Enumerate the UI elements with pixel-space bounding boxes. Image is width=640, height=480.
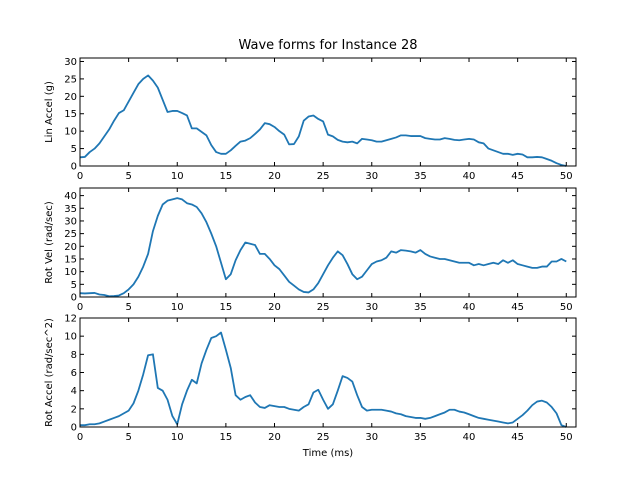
- rot-vel-ytick-label: 15: [64, 254, 77, 265]
- rot-vel-ytick-label: 20: [64, 242, 77, 253]
- lin-accel-xtick-label: 45: [511, 171, 524, 182]
- rot-accel-panel: 0 5 10 15 20 25 30 35 40 45 50 0 2 4 6 8 10 12 Rot Accel (…: [44, 314, 577, 459]
- rot-accel-xtick-label: 10: [171, 432, 184, 443]
- rot-accel-ytick-label: 6: [71, 368, 77, 379]
- lin-accel-axes-frame: [79, 57, 577, 167]
- lin-accel-xtick-label: 25: [317, 171, 330, 182]
- rot-accel-xtick-label: 5: [125, 432, 131, 443]
- rot-vel-xtick-label: 10: [171, 302, 184, 313]
- rot-vel-ytick-label: 25: [64, 229, 77, 240]
- rot-accel-ytick-label: 8: [71, 350, 77, 361]
- rot-accel-xtick-label: 45: [511, 432, 524, 443]
- rot-vel-xtick-label: 25: [317, 302, 330, 313]
- lin-accel-xtick-label: 20: [268, 171, 281, 182]
- lin-accel-xtick-label: 40: [463, 171, 476, 182]
- lin-accel-ytick-label: 0: [71, 162, 77, 173]
- rot-vel-xtick-label: 20: [268, 302, 281, 313]
- rot-accel-xlabel: Time (ms): [302, 448, 354, 459]
- rot-vel-series-line: [79, 197, 567, 298]
- rot-accel-xtick-label: 35: [414, 432, 427, 443]
- rot-accel-xtick-label: 25: [317, 432, 330, 443]
- lin-accel-xtick-label: 5: [125, 171, 131, 182]
- rot-accel-ytick-label: 2: [71, 404, 77, 415]
- rot-accel-xtick-label: 50: [560, 432, 573, 443]
- rot-vel-xtick-label: 0: [77, 302, 83, 313]
- rot-accel-xtick-label: 30: [365, 432, 378, 443]
- rot-vel-xtick-label: 15: [220, 302, 233, 313]
- rot-vel-xtick-label: 35: [414, 302, 427, 313]
- rot-vel-xtick-label: 45: [511, 302, 524, 313]
- lin-accel-ytick-label: 20: [64, 92, 77, 103]
- rot-vel-ytick-label: 10: [64, 267, 77, 278]
- lin-accel-xtick-label: 50: [560, 171, 573, 182]
- rot-accel-axes-frame: [79, 317, 577, 428]
- lin-accel-xtick-label: 35: [414, 171, 427, 182]
- rot-vel-ytick-label: 40: [64, 191, 77, 202]
- rot-accel-ylabel: Rot Accel (rad/sec^2): [44, 318, 55, 427]
- chart-title: Wave forms for Instance 28: [238, 38, 417, 53]
- rot-vel-xtick-label: 50: [560, 302, 573, 313]
- rot-accel-ytick-label: 10: [64, 332, 77, 343]
- lin-accel-ytick-label: 30: [64, 57, 77, 68]
- rot-accel-series-line: [80, 331, 567, 428]
- lin-accel-xtick-label: 0: [77, 171, 83, 182]
- rot-accel-ytick-label: 0: [71, 423, 77, 434]
- lin-accel-panel: 0 5 10 15 20 25 30 35 40 45 50 0 5 10 15 20 25 30 Lin Acce…: [44, 57, 577, 182]
- lin-accel-ytick-label: 25: [64, 74, 77, 85]
- rot-accel-xtick-label: 15: [220, 432, 233, 443]
- rot-vel-ylabel: Rot Vel (rad/sec): [44, 201, 55, 284]
- lin-accel-ylabel: Lin Accel (g): [44, 81, 55, 143]
- lin-accel-xtick-label: 15: [220, 171, 233, 182]
- rot-accel-ytick-label: 12: [64, 314, 77, 325]
- rot-vel-ytick-label: 0: [71, 293, 77, 304]
- lin-accel-series-line: [79, 74, 567, 167]
- rot-vel-panel: 0 5 10 15 20 25 30 35 40 45 500510152025303540Rot …: [44, 187, 577, 313]
- rot-vel-ytick-label: 30: [64, 216, 77, 227]
- rot-vel-xtick-label: 30: [365, 302, 378, 313]
- rot-accel-xtick-label: 20: [268, 432, 281, 443]
- rot-vel-ytick-label: 35: [64, 204, 77, 215]
- lin-accel-xtick-label: 30: [365, 171, 378, 182]
- lin-accel-ytick-label: 5: [71, 144, 77, 155]
- rot-accel-xtick-label: 40: [463, 432, 476, 443]
- rot-accel-ytick-label: 4: [71, 386, 77, 397]
- rot-vel-xtick-label: 5: [125, 302, 131, 313]
- lin-accel-ytick-label: 15: [64, 109, 77, 120]
- rot-vel-ytick-label: 5: [71, 280, 77, 291]
- rot-vel-axes-frame: [79, 187, 577, 298]
- rot-vel-xtick-label: 40: [463, 302, 476, 313]
- lin-accel-xtick-label: 10: [171, 171, 184, 182]
- rot-accel-xtick-label: 0: [77, 432, 83, 443]
- lin-accel-ytick-label: 10: [64, 127, 77, 138]
